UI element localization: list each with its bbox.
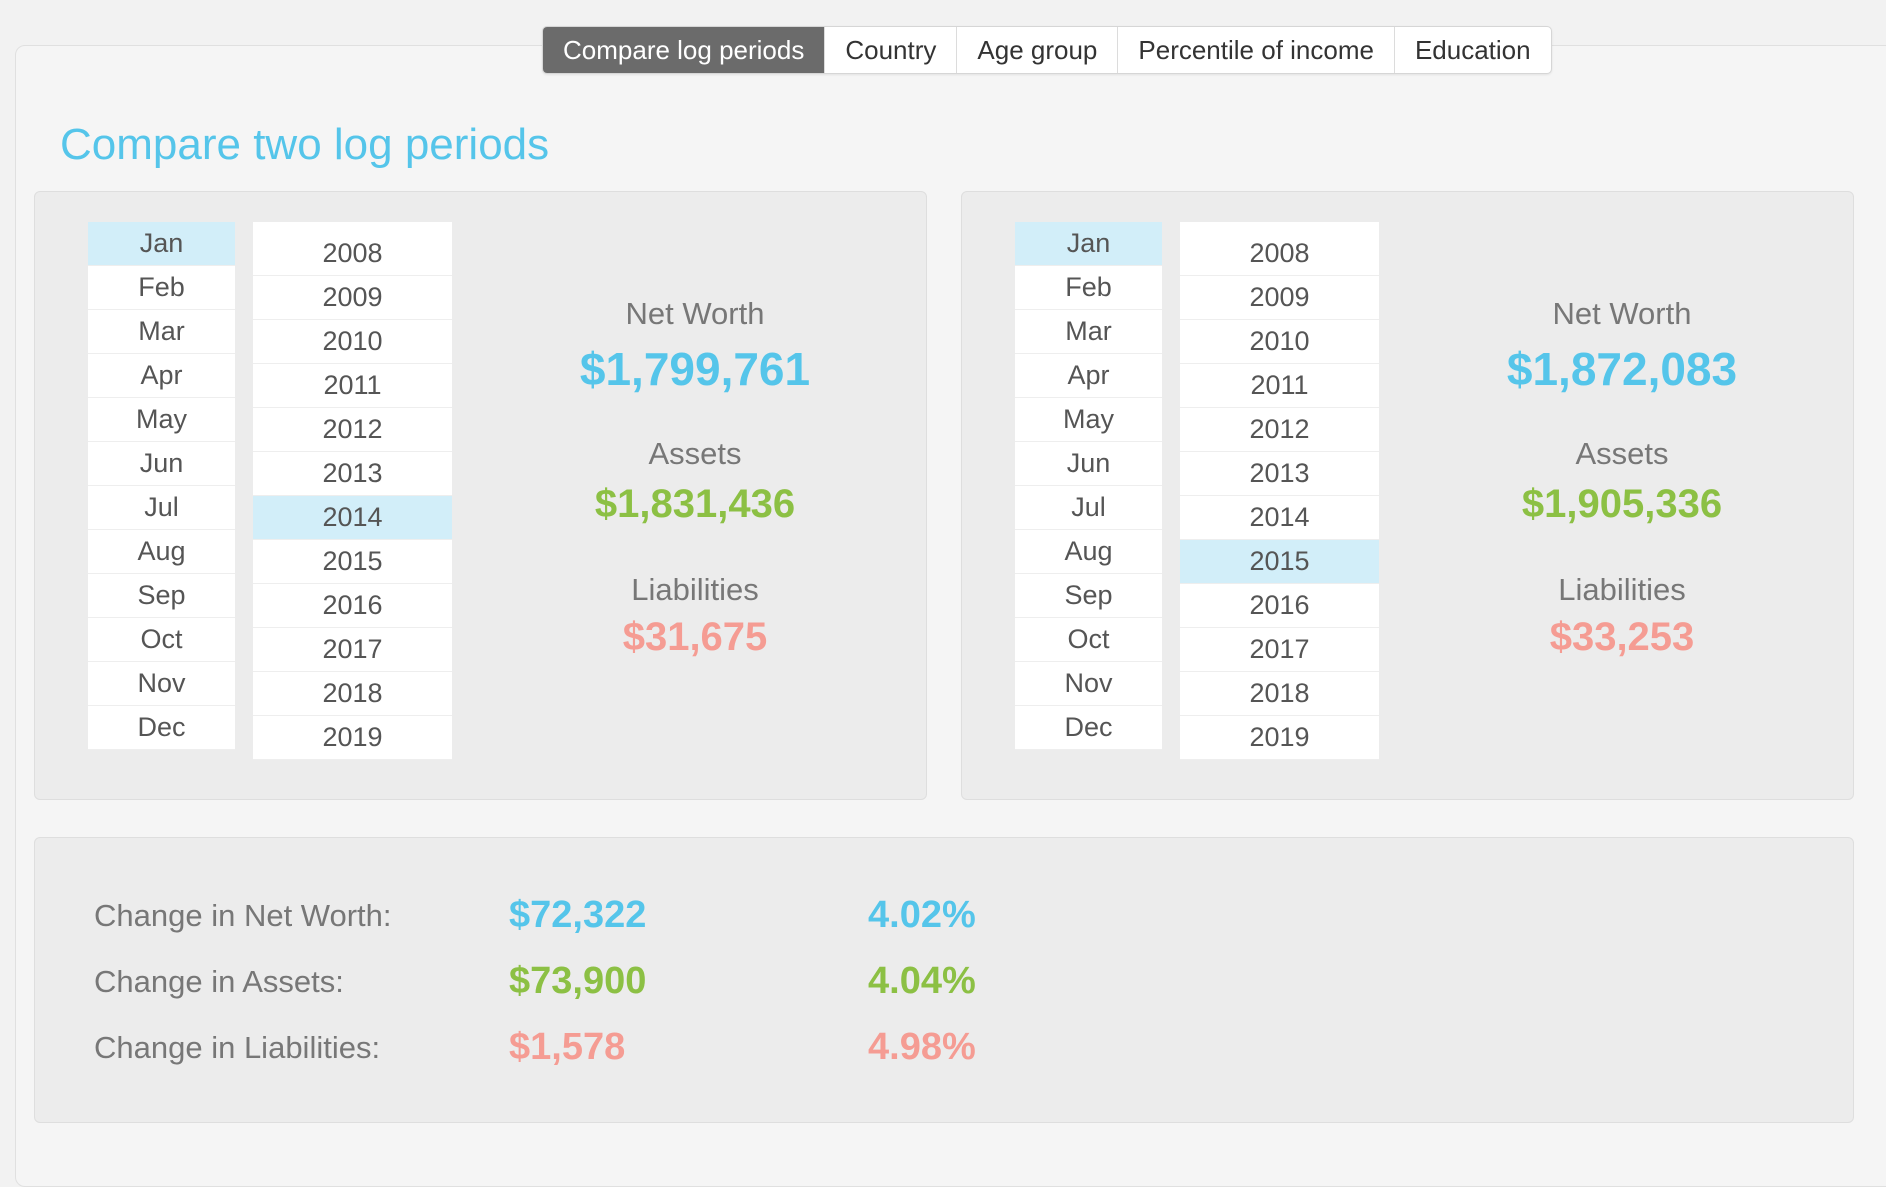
year-option[interactable]: 2011 bbox=[253, 364, 452, 408]
liabilities-label: Liabilities bbox=[631, 572, 759, 607]
liabilities-change-amount: $1,578 bbox=[509, 1026, 626, 1068]
month-option[interactable]: Jun bbox=[88, 442, 235, 486]
month-option[interactable]: Jul bbox=[1015, 486, 1162, 530]
tab-country[interactable]: Country bbox=[825, 27, 958, 73]
year-option[interactable]: 2014 bbox=[1180, 496, 1379, 540]
month-option[interactable]: Mar bbox=[1015, 310, 1162, 354]
month-option[interactable]: Jan bbox=[1015, 222, 1162, 266]
month-option[interactable]: Apr bbox=[88, 354, 235, 398]
year-option[interactable]: 2008 bbox=[253, 232, 452, 276]
month-option[interactable]: May bbox=[88, 398, 235, 442]
month-option[interactable]: Sep bbox=[88, 574, 235, 618]
change-summary: Change in Net Worth: $72,322 4.02% Chang… bbox=[34, 837, 1854, 1123]
month-option[interactable]: Jun bbox=[1015, 442, 1162, 486]
year-option[interactable]: 2018 bbox=[253, 672, 452, 716]
year-option[interactable]: 2015 bbox=[253, 540, 452, 584]
month-option[interactable]: Nov bbox=[88, 662, 235, 706]
period-panel-2: Jan Feb Mar Apr May Jun Jul Aug Sep Oct Nov Dec 200… bbox=[961, 191, 1854, 800]
month-option[interactable]: Feb bbox=[1015, 266, 1162, 310]
assets-change-percent: 4.04% bbox=[868, 960, 976, 1002]
net-worth-change-row: Change in Net Worth: $72,322 4.02% bbox=[35, 894, 1853, 944]
liabilities-change-percent: 4.98% bbox=[868, 1026, 976, 1068]
month-option[interactable]: May bbox=[1015, 398, 1162, 442]
year-option[interactable]: 2019 bbox=[253, 716, 452, 760]
year-option[interactable]: 2009 bbox=[253, 276, 452, 320]
year-option[interactable]: 2012 bbox=[1180, 408, 1379, 452]
net-worth-value: $1,872,083 bbox=[1506, 343, 1738, 395]
year-option[interactable]: 2017 bbox=[253, 628, 452, 672]
year-option[interactable]: 2010 bbox=[1180, 320, 1379, 364]
year-option[interactable]: 2016 bbox=[1180, 584, 1379, 628]
period-panel-1: Jan Feb Mar Apr May Jun Jul Aug Sep Oct Nov Dec 200… bbox=[34, 191, 927, 800]
year-option[interactable]: 2014 bbox=[253, 496, 452, 540]
month-option[interactable]: Feb bbox=[88, 266, 235, 310]
month-option[interactable]: Sep bbox=[1015, 574, 1162, 618]
assets-change-amount: $73,900 bbox=[509, 960, 647, 1002]
year-option[interactable]: 2017 bbox=[1180, 628, 1379, 672]
year-option[interactable]: 2013 bbox=[1180, 452, 1379, 496]
month-option[interactable]: Oct bbox=[88, 618, 235, 662]
year-picker[interactable]: 2008 2009 2010 2011 2012 2013 2014 2015 2016 2017… bbox=[253, 222, 452, 760]
liabilities-change-row: Change in Liabilities: $1,578 4.98% bbox=[35, 1026, 1853, 1076]
net-worth-label: Net Worth bbox=[625, 296, 765, 331]
assets-value: $1,831,436 bbox=[594, 482, 796, 526]
month-option[interactable]: Nov bbox=[1015, 662, 1162, 706]
year-option[interactable]: 2012 bbox=[253, 408, 452, 452]
month-option[interactable]: Oct bbox=[1015, 618, 1162, 662]
liabilities-change-label: Change in Liabilities: bbox=[94, 1030, 381, 1065]
month-option[interactable]: Dec bbox=[88, 706, 235, 750]
liabilities-value: $33,253 bbox=[1549, 615, 1695, 659]
month-option[interactable]: Dec bbox=[1015, 706, 1162, 750]
year-option[interactable]: 2018 bbox=[1180, 672, 1379, 716]
month-option[interactable]: Mar bbox=[88, 310, 235, 354]
tab-age-group[interactable]: Age group bbox=[957, 27, 1119, 73]
liabilities-value: $31,675 bbox=[622, 615, 768, 659]
assets-change-row: Change in Assets: $73,900 4.04% bbox=[35, 960, 1853, 1010]
month-option[interactable]: Aug bbox=[88, 530, 235, 574]
month-option[interactable]: Jul bbox=[88, 486, 235, 530]
tab-education[interactable]: Education bbox=[1414, 35, 1531, 65]
year-option[interactable]: 2009 bbox=[1180, 276, 1379, 320]
year-option[interactable]: 2016 bbox=[253, 584, 452, 628]
month-option[interactable]: Apr bbox=[1015, 354, 1162, 398]
year-option[interactable]: 2013 bbox=[253, 452, 452, 496]
assets-change-label: Change in Assets: bbox=[94, 964, 344, 999]
assets-label: Assets bbox=[648, 436, 742, 471]
year-picker[interactable]: 2008 2009 2010 2011 2012 2013 2014 2015 2016 2017… bbox=[1180, 222, 1379, 760]
tab-compare-log-periods[interactable]: Compare log periods bbox=[543, 27, 826, 73]
year-option[interactable]: 2019 bbox=[1180, 716, 1379, 760]
year-option[interactable]: 2015 bbox=[1180, 540, 1379, 584]
year-option[interactable]: 2008 bbox=[1180, 232, 1379, 276]
year-option[interactable]: 2011 bbox=[1180, 364, 1379, 408]
page-title: Compare two log periods bbox=[60, 120, 550, 169]
liabilities-label: Liabilities bbox=[1558, 572, 1686, 607]
assets-label: Assets bbox=[1575, 436, 1669, 471]
assets-value: $1,905,336 bbox=[1521, 482, 1723, 526]
net-worth-value: $1,799,761 bbox=[579, 343, 811, 395]
net-worth-change-label: Change in Net Worth: bbox=[94, 898, 392, 933]
net-worth-change-amount: $72,322 bbox=[509, 894, 647, 936]
month-option[interactable]: Jan bbox=[88, 222, 235, 266]
month-picker[interactable]: Jan Feb Mar Apr May Jun Jul Aug Sep Oct Nov Dec bbox=[1015, 222, 1162, 750]
net-worth-change-percent: 4.02% bbox=[868, 894, 976, 936]
month-picker[interactable]: Jan Feb Mar Apr May Jun Jul Aug Sep Oct Nov Dec bbox=[88, 222, 235, 750]
tab-percentile-of-income[interactable]: Percentile of income bbox=[1118, 27, 1395, 73]
net-worth-label: Net Worth bbox=[1552, 296, 1692, 331]
tab-bar: Compare log periods Country Age group Pe… bbox=[542, 26, 1552, 74]
month-option[interactable]: Aug bbox=[1015, 530, 1162, 574]
year-option[interactable]: 2010 bbox=[253, 320, 452, 364]
